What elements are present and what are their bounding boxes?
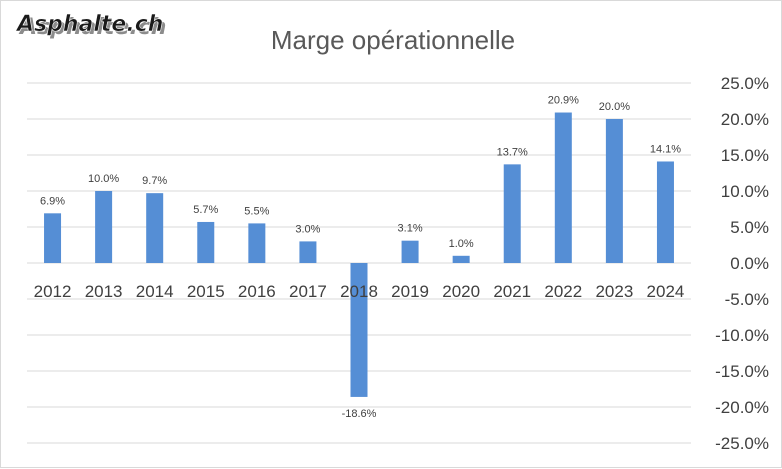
bar [554, 112, 572, 264]
data-label: 20.9% [548, 95, 579, 107]
logo-text: Asphalte.ch [15, 12, 163, 37]
y-tick-label: 0.0% [730, 254, 769, 273]
y-tick-label: -20.0% [715, 398, 769, 417]
x-tick-label: 2021 [493, 282, 531, 301]
y-axis-labels: 25.0% 20.0% 15.0% 10.0% 5.0% 0.0% -5.0% -10.0% -… [715, 74, 769, 453]
x-tick-label: 2013 [85, 282, 123, 301]
bar [146, 193, 164, 263]
asphalte-logo: Asphalte.ch Asphalte.ch [15, 12, 167, 40]
y-tick-label: -5.0% [725, 290, 769, 309]
data-label: 13.7% [497, 146, 528, 158]
y-tick-label: 25.0% [721, 74, 769, 93]
bar [401, 240, 419, 263]
bar [299, 241, 317, 263]
chart-title: Marge opérationnelle [271, 25, 515, 55]
bar [248, 223, 266, 263]
gridlines [27, 82, 691, 444]
y-tick-label: 20.0% [721, 110, 769, 129]
data-labels: 6.9% 10.0% 9.7% 5.7% 5.5% 3.0% -18.6% 3.1% 1.0% 1… [40, 95, 681, 420]
x-tick-label: 2018 [340, 282, 378, 301]
data-label: 3.0% [295, 223, 320, 235]
x-tick-label: 2014 [136, 282, 174, 301]
bar [95, 191, 113, 263]
bar [503, 164, 521, 263]
bar [452, 255, 470, 263]
bar [44, 213, 62, 263]
y-tick-label: 15.0% [721, 146, 769, 165]
x-tick-label: 2012 [34, 282, 72, 301]
x-tick-label: 2020 [442, 282, 480, 301]
data-label: 14.1% [650, 143, 681, 155]
data-label: 9.7% [142, 175, 167, 187]
bars [44, 112, 674, 397]
bar [605, 119, 623, 263]
x-tick-label: 2016 [238, 282, 276, 301]
logo-shadow: Asphalte.ch [18, 15, 166, 40]
data-label: 5.7% [193, 204, 218, 216]
bar [656, 161, 674, 263]
data-label: 5.5% [244, 205, 269, 217]
data-label: 6.9% [40, 195, 65, 207]
y-tick-label: 5.0% [730, 218, 769, 237]
bar [197, 221, 215, 263]
y-tick-label: -15.0% [715, 362, 769, 381]
y-tick-label: 10.0% [721, 182, 769, 201]
x-axis-labels: 2012 2013 2014 2015 2016 2017 2018 2019 2020 2021… [34, 282, 685, 301]
x-tick-label: 2015 [187, 282, 225, 301]
data-label: 20.0% [599, 101, 630, 113]
data-label: 10.0% [88, 173, 119, 185]
data-label: -18.6% [342, 408, 377, 420]
x-tick-label: 2019 [391, 282, 429, 301]
x-tick-label: 2024 [647, 282, 685, 301]
y-tick-label: -25.0% [715, 434, 769, 453]
x-tick-label: 2022 [544, 282, 582, 301]
data-label: 3.1% [398, 223, 423, 235]
x-tick-label: 2017 [289, 282, 327, 301]
y-tick-label: -10.0% [715, 326, 769, 345]
data-label: 1.0% [449, 238, 474, 250]
bar [350, 263, 368, 397]
x-tick-label: 2023 [595, 282, 633, 301]
